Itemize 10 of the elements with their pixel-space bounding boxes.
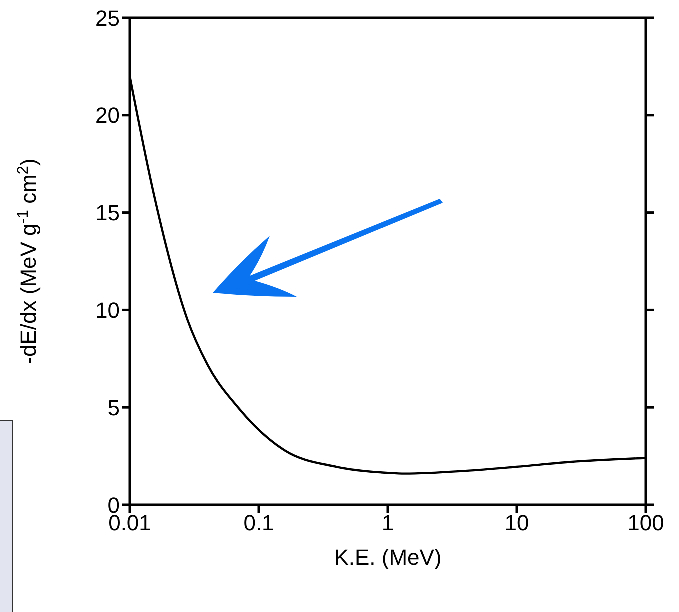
y-tick-label: 25 (96, 6, 120, 31)
y-tick-label: 10 (96, 298, 120, 324)
x-tick-label: 10 (504, 510, 530, 536)
y-tick-label: 5 (108, 395, 120, 420)
y-tick-label: 15 (96, 200, 120, 226)
x-tick-label: 1 (382, 510, 394, 536)
x-tick-label: 0.1 (244, 510, 274, 536)
x-axis-title: K.E. (MeV) (334, 545, 442, 570)
y-tick-label: 20 (96, 103, 120, 128)
x-tick-label: 100 (628, 510, 664, 536)
